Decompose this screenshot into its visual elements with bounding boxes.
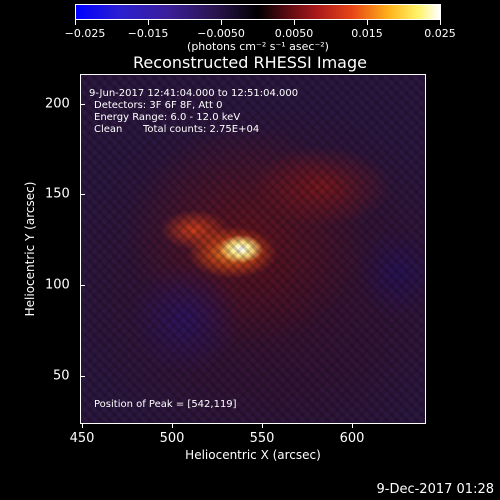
y-tick (80, 104, 85, 105)
x-axis-title: Heliocentric X (arcsec) (185, 448, 321, 462)
x-tick (172, 423, 173, 428)
x-tick-label: 450 (69, 431, 95, 446)
x-tick (82, 423, 83, 428)
peak-position-label: Position of Peak = [542,119] (94, 399, 237, 410)
colorbar (75, 4, 441, 20)
y-tick (80, 194, 85, 195)
footer-date: 9-Dec-2017 01:28 (376, 482, 495, 497)
x-tick-label: 500 (159, 431, 185, 446)
colorbar-tick (148, 20, 149, 25)
colorbar-tick (294, 20, 295, 25)
colorbar-tick-label: 0.0050 (274, 27, 314, 40)
x-tick-label: 550 (249, 431, 275, 446)
colorbar-tick (440, 20, 441, 25)
algorithm-label: Clean (94, 124, 123, 135)
y-tick (80, 285, 85, 286)
colorbar-tick (367, 20, 368, 25)
colorbar-tick-label: −0.025 (64, 27, 106, 40)
colorbar-tick-label: −0.015 (127, 27, 169, 40)
x-tick-label: 600 (339, 431, 365, 446)
energy-range-label: Energy Range: 6.0 - 12.0 keV (94, 112, 241, 123)
y-tick-label: 200 (45, 96, 70, 112)
colorbar-tick-label: 0.025 (424, 27, 456, 40)
x-tick (262, 423, 263, 428)
detectors-label: Detectors: 3F 6F 8F, Att 0 (94, 100, 223, 111)
y-tick-label: 50 (53, 368, 70, 384)
rhessi-image-panel: 9-Jun-2017 12:41:04.000 to 12:51:04.000 … (80, 74, 426, 424)
time-range-label: 9-Jun-2017 12:41:04.000 to 12:51:04.000 (89, 88, 299, 99)
colorbar-tick-label: 0.015 (351, 27, 383, 40)
y-axis-title: Heliocentric Y (arcsec) (23, 181, 37, 317)
colorbar-tick-label: −0.0050 (197, 27, 245, 40)
y-tick-label: 150 (45, 186, 70, 202)
colorbar-tick (75, 20, 76, 25)
x-tick (352, 423, 353, 428)
colorbar-units: (photons cm⁻² s⁻¹ asec⁻²) (187, 40, 329, 53)
total-counts-label: Total counts: 2.75E+04 (143, 124, 260, 135)
image-title: Reconstructed RHESSI Image (133, 53, 367, 72)
y-tick (80, 376, 85, 377)
colorbar-tick (221, 20, 222, 25)
y-tick-label: 100 (45, 277, 70, 293)
